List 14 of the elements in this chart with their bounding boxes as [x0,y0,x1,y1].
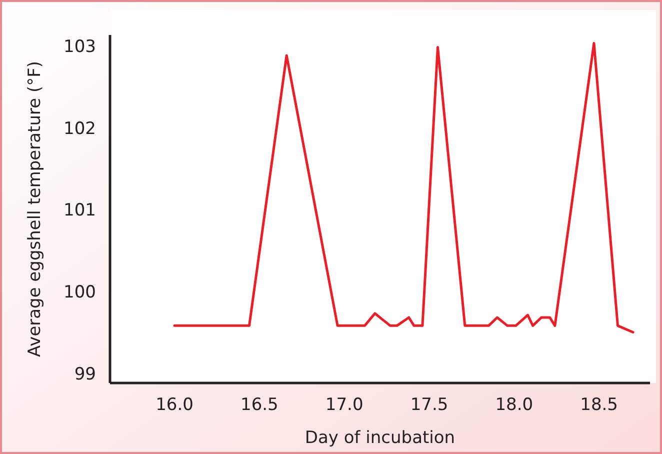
y-tick-label: 99 [74,364,96,384]
x-tick-label: 18.0 [495,395,534,415]
x-tick-label: 17.5 [410,395,448,415]
y-tick-label: 100 [64,282,96,303]
y-tick-label: 103 [64,36,96,57]
x-tick-label: 16.0 [156,395,194,415]
line-series [173,42,634,334]
y-axis-title: Average eggshell temperature (°F) [25,61,45,357]
y-tick-label: 102 [64,118,96,139]
x-tick-label: 18.5 [580,395,618,415]
x-axis-title: Day of incubation [304,428,456,448]
x-tick-label: 17.0 [325,395,364,415]
y-tick-label: 101 [64,200,96,221]
x-tick-label: 16.5 [240,395,278,415]
